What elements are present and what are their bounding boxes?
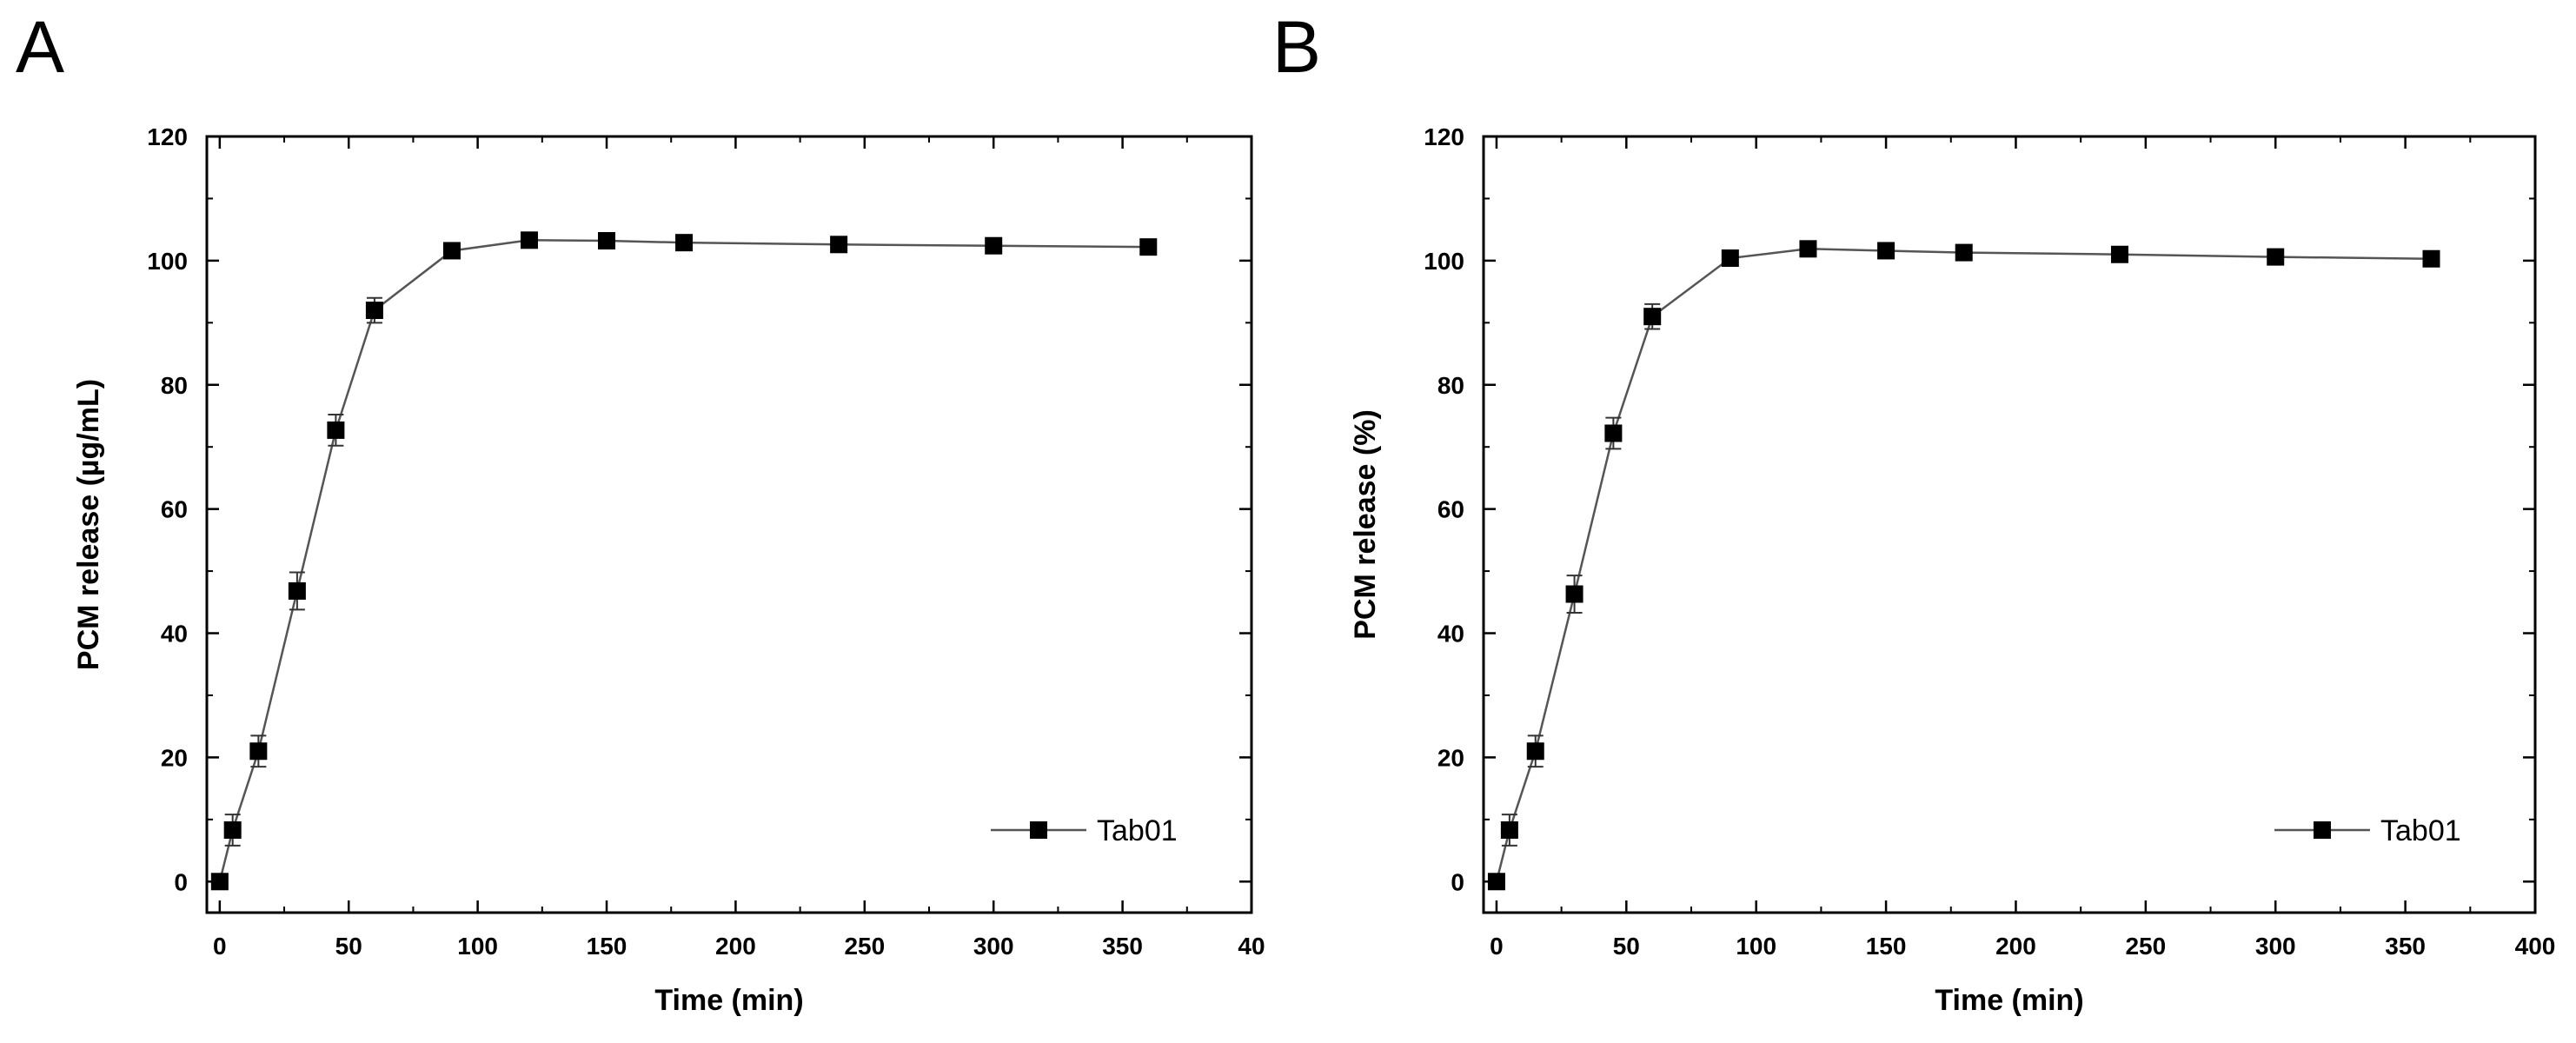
x-tick-label-b: 150 [1866,933,1907,960]
data-point [1799,240,1817,258]
data-point [249,742,268,761]
x-tick-label-b: 350 [2385,933,2426,960]
data-point [1500,820,1518,839]
x-axis-title-b: Time (min) [1935,984,2083,1017]
y-tick-label-b: 100 [1424,248,1464,275]
y-tick-label-a: 60 [161,496,188,523]
data-point [2110,245,2128,263]
plot-frame-a [205,135,1253,914]
y-tick-label-a: 80 [161,372,188,399]
y-tick-label-b: 80 [1437,372,1464,399]
x-tick-label-a: 300 [973,933,1014,960]
y-tick-label-a: 100 [147,248,188,275]
data-point [675,234,694,252]
data-point [598,232,616,250]
data-point [1487,873,1505,891]
data-point [365,302,383,320]
y-tick-label-a: 20 [161,744,188,771]
plot-frame-b [1482,135,2537,914]
data-point [1877,242,1895,260]
x-axis-title-a: Time (min) [654,984,803,1017]
x-tick-label-a: 200 [715,933,756,960]
x-tick-label-a: 150 [587,933,627,960]
series-line-tab01-a [218,239,1149,882]
data-point [442,242,461,260]
data-point [1955,243,1973,262]
y-tick-label-a: 40 [161,621,188,648]
chart-b: 0 50 100 150 200 250 300 350 400 0 20 40 60 80 100 120 T… [1349,123,2555,1017]
data-point [830,236,848,254]
x-tick-label-b: 0 [1490,933,1504,960]
legend-label-a: Tab01 [1097,814,1178,847]
chart-a: 0 50 100 150 200 250 300 350 40020406080100120Ti… [72,123,1265,1017]
x-tick-label-b: 300 [2255,933,2296,960]
y-axis-title-b: PCM release (%) [1349,409,1382,640]
y-tick-label-b: 60 [1437,496,1464,523]
x-tick-label-a: 0 [213,933,227,960]
panel-letter-a: A [16,6,65,88]
data-point [520,231,538,249]
x-tick-label-a: 50 [335,933,362,960]
y-tick-label-b: 120 [1424,123,1464,150]
legend-marker-a [1030,821,1047,839]
data-point [1565,585,1583,603]
x-tick-label-b: 100 [1736,933,1776,960]
data-point [1604,424,1623,442]
x-tick-label-b: 250 [2125,933,2166,960]
legend-marker-b [2314,821,2331,839]
data-point [1643,308,1662,326]
x-tick-label-a: 250 [844,933,885,960]
series-line-tab01-b [1495,248,2432,882]
x-tick-label-b: 400 [2515,933,2556,960]
data-point [2267,248,2285,266]
data-point [1526,742,1544,761]
y-axis-title-a: PCM release (µg/mL) [72,379,105,670]
x-tick-label-a: 350 [1102,933,1143,960]
data-point [985,236,1003,255]
data-point [327,421,345,439]
data-point [288,581,306,600]
y-tick-label-b: 40 [1437,621,1464,648]
x-tick-label-a: 100 [457,933,498,960]
y-tick-label-b: 0 [1451,868,1464,895]
x-tick-label-a: 40 [1238,933,1265,960]
x-tick-label-b: 200 [1995,933,2036,960]
data-point [210,873,229,891]
y-tick-label-a: 120 [147,123,188,150]
data-point [1139,238,1158,256]
legend-label-b: Tab01 [2380,814,2461,847]
data-point [223,820,242,839]
y-tick-label-b: 20 [1437,744,1464,771]
x-tick-label-b: 50 [1613,933,1640,960]
data-point [1721,249,1739,268]
data-point [2422,249,2440,268]
y-tick-label-a: 0 [174,868,188,895]
panel-letter-b: B [1272,6,1322,88]
